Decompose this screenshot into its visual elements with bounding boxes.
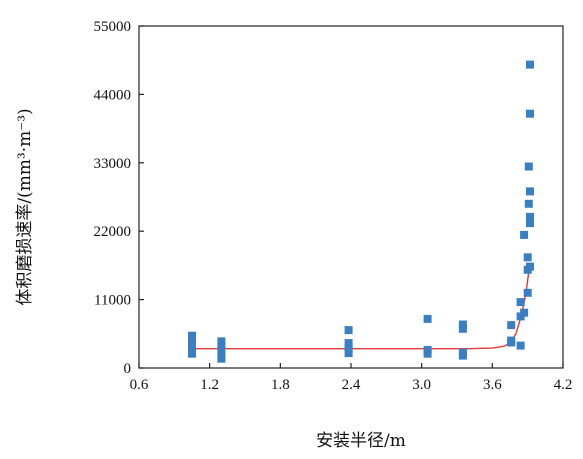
x-tick-label: 3.0 (412, 377, 431, 393)
data-points-layer (188, 60, 534, 363)
fit-curve-line (192, 265, 531, 350)
data-point (344, 344, 353, 353)
x-tick-label: 0.6 (130, 377, 149, 393)
data-point (188, 345, 196, 354)
x-tick-label: 1.8 (271, 377, 290, 393)
data-point (507, 338, 516, 347)
y-axis-label: 体积磨损速率/(mm³·m⁻³) (15, 108, 35, 305)
y-axis-ticks: 0 11000 22000 33000 44000 55000 (94, 19, 144, 377)
y-tick-label: 44000 (94, 87, 132, 103)
data-point (188, 336, 196, 345)
data-point (523, 288, 532, 297)
data-point (423, 349, 432, 358)
data-point (217, 337, 226, 346)
data-point (188, 331, 196, 340)
data-point (526, 60, 534, 69)
x-axis-label: 安装半径/m (316, 431, 406, 451)
data-point (524, 162, 533, 171)
data-point (520, 230, 529, 239)
x-tick-label: 3.6 (483, 377, 502, 393)
data-point (526, 262, 534, 271)
x-tick-label: 2.4 (342, 377, 361, 393)
x-tick-label: 1.2 (200, 377, 219, 393)
data-point (423, 314, 432, 323)
data-point (526, 219, 534, 228)
data-point (526, 212, 534, 221)
data-point (188, 349, 196, 358)
y-tick-label: 0 (124, 361, 132, 377)
data-point (344, 349, 353, 358)
data-point (217, 346, 226, 354)
y-tick-label: 11000 (94, 293, 131, 309)
fit-curve-layer (192, 265, 531, 350)
data-point (516, 298, 525, 307)
x-tick-label: 4.2 (554, 377, 573, 393)
x-axis-ticks: 0.6 1.2 1.8 2.4 3.0 3.6 4.2 (130, 363, 573, 393)
data-point (523, 253, 532, 262)
data-point (516, 341, 525, 350)
data-point (526, 187, 534, 196)
data-point (458, 324, 467, 333)
y-tick-label: 22000 (94, 224, 132, 240)
data-point (458, 320, 467, 329)
plot-frame (138, 25, 564, 369)
data-point (526, 109, 534, 118)
data-point (344, 326, 353, 335)
data-point (344, 339, 353, 348)
data-point (217, 350, 226, 359)
data-point (188, 341, 196, 349)
y-tick-label: 33000 (94, 156, 132, 172)
data-point (217, 341, 226, 350)
y-tick-label: 55000 (94, 19, 132, 35)
data-point (520, 308, 529, 317)
data-point (217, 354, 226, 363)
data-point (458, 351, 467, 360)
data-point (507, 321, 516, 330)
data-point (524, 199, 533, 208)
